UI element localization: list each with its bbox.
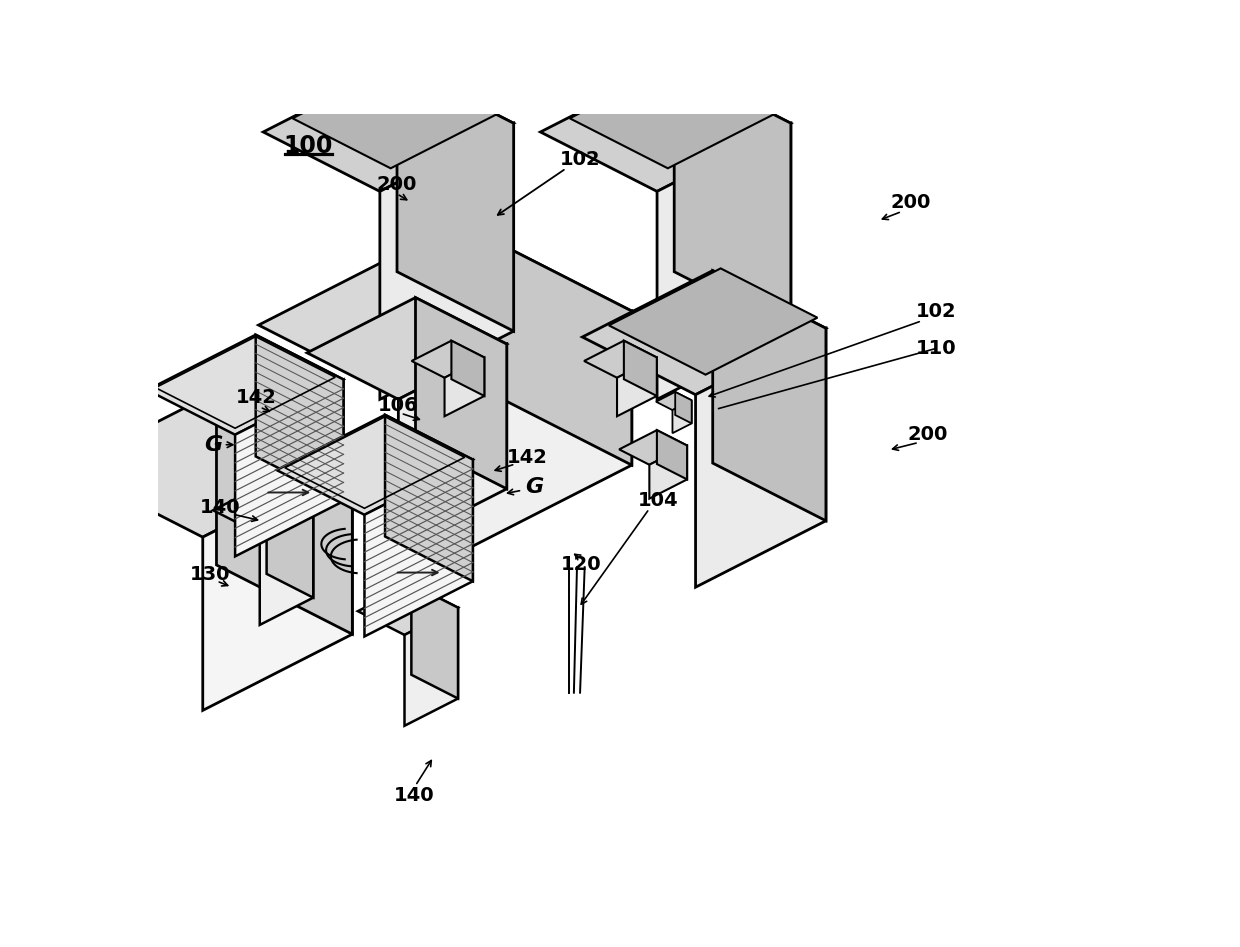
Polygon shape	[217, 392, 352, 634]
Polygon shape	[675, 63, 791, 331]
Polygon shape	[358, 584, 458, 634]
Text: G: G	[525, 477, 543, 497]
Text: 100: 100	[284, 134, 332, 158]
Text: 110: 110	[915, 339, 956, 358]
Polygon shape	[267, 483, 314, 598]
Polygon shape	[412, 341, 485, 378]
Polygon shape	[398, 344, 507, 545]
Text: 200: 200	[892, 192, 931, 212]
Polygon shape	[541, 63, 791, 191]
Polygon shape	[308, 297, 507, 400]
Polygon shape	[619, 430, 687, 465]
Polygon shape	[365, 459, 472, 636]
Polygon shape	[412, 584, 458, 699]
Polygon shape	[618, 357, 657, 417]
Polygon shape	[379, 123, 513, 400]
Polygon shape	[67, 392, 352, 537]
Polygon shape	[263, 63, 513, 191]
Polygon shape	[203, 461, 352, 710]
Text: 200: 200	[908, 425, 949, 444]
Polygon shape	[255, 334, 343, 501]
Text: 142: 142	[237, 388, 277, 407]
Polygon shape	[277, 415, 472, 515]
Polygon shape	[404, 608, 458, 725]
Polygon shape	[583, 271, 826, 395]
Polygon shape	[432, 312, 632, 567]
Polygon shape	[609, 268, 817, 375]
Polygon shape	[236, 380, 343, 557]
Text: 104: 104	[639, 491, 680, 509]
Polygon shape	[713, 271, 826, 521]
Polygon shape	[676, 392, 692, 423]
Polygon shape	[672, 401, 692, 433]
Polygon shape	[624, 341, 657, 396]
Text: G: G	[205, 435, 223, 455]
Polygon shape	[259, 223, 632, 413]
Polygon shape	[386, 415, 472, 581]
Text: 142: 142	[507, 448, 548, 467]
Polygon shape	[444, 357, 485, 417]
Polygon shape	[656, 392, 692, 410]
Polygon shape	[415, 297, 507, 489]
Polygon shape	[213, 483, 314, 534]
Text: 130: 130	[190, 565, 231, 584]
Text: 102: 102	[915, 302, 956, 321]
Polygon shape	[451, 341, 485, 396]
Polygon shape	[148, 334, 343, 435]
Polygon shape	[650, 445, 687, 499]
Text: 140: 140	[393, 786, 434, 805]
Polygon shape	[657, 430, 687, 479]
Text: 102: 102	[559, 150, 600, 169]
Polygon shape	[459, 223, 632, 465]
Polygon shape	[584, 341, 657, 378]
Polygon shape	[397, 63, 513, 331]
Polygon shape	[657, 123, 791, 400]
Text: 120: 120	[562, 555, 601, 574]
Polygon shape	[569, 60, 782, 169]
Polygon shape	[259, 507, 314, 625]
Text: 200: 200	[377, 175, 417, 194]
Polygon shape	[696, 329, 826, 587]
Polygon shape	[293, 60, 505, 169]
Text: 106: 106	[378, 396, 419, 415]
Text: 140: 140	[200, 498, 241, 517]
